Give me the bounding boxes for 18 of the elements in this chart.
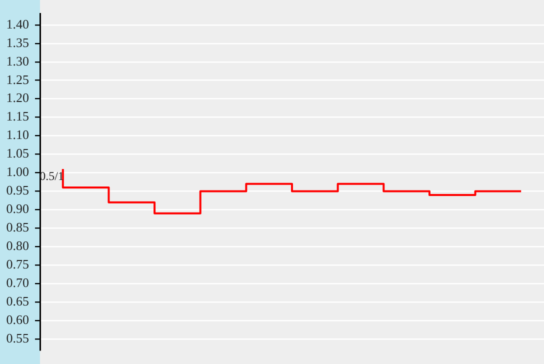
y-tick-label: 1.35 [6, 34, 29, 50]
y-tick-label: 0.95 [6, 182, 29, 198]
y-tick-label: 1.15 [6, 108, 29, 124]
y-tick-label: 1.40 [6, 16, 29, 32]
y-tick-label: 1.25 [6, 72, 29, 87]
y-tick-label: 1.00 [6, 164, 29, 180]
y-tick-label: 0.90 [6, 201, 29, 216]
y-tick-label: 1.20 [6, 90, 29, 106]
y-tick-label: 1.10 [6, 127, 29, 142]
y-tick-label: 0.60 [6, 312, 29, 328]
y-tick-label: 1.05 [6, 146, 29, 161]
y-tick-label: 0.70 [6, 275, 29, 290]
y-tick-label: 0.55 [6, 330, 29, 346]
y-tick-label: 0.65 [6, 294, 29, 309]
y-tick-label: 0.85 [6, 220, 29, 235]
y-tick-label: 0.75 [6, 256, 29, 272]
y-tick-label: 1.30 [6, 53, 29, 68]
y-tick-label: 0.80 [6, 238, 29, 254]
